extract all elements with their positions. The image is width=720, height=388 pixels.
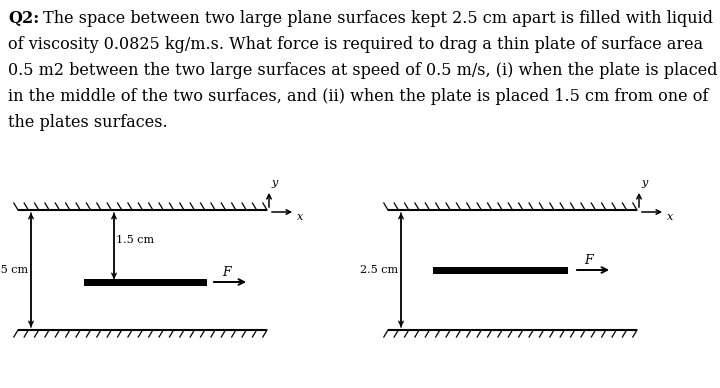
Text: 1.5 cm: 1.5 cm [116,235,154,245]
Text: F: F [585,255,593,267]
Text: 0.5 m2 between the two large surfaces at speed of 0.5 m/s, (i) when the plate is: 0.5 m2 between the two large surfaces at… [8,62,718,79]
Text: 2.5 cm: 2.5 cm [0,265,28,275]
Text: y: y [271,178,277,188]
Text: The space between two large plane surfaces kept 2.5 cm apart is filled with liqu: The space between two large plane surfac… [38,10,713,27]
Text: in the middle of the two surfaces, and (ii) when the plate is placed 1.5 cm from: in the middle of the two surfaces, and (… [8,88,708,105]
Bar [433,267,568,274]
Text: x: x [297,212,303,222]
Text: 2.5 cm: 2.5 cm [360,265,398,275]
Text: F: F [222,267,230,279]
Text: the plates surfaces.: the plates surfaces. [8,114,168,131]
Text: Q2:: Q2: [8,10,40,27]
Text: y: y [641,178,647,188]
Text: x: x [667,212,673,222]
Text: of viscosity 0.0825 kg/m.s. What force is required to drag a thin plate of surfa: of viscosity 0.0825 kg/m.s. What force i… [8,36,703,53]
Bar [84,279,207,286]
